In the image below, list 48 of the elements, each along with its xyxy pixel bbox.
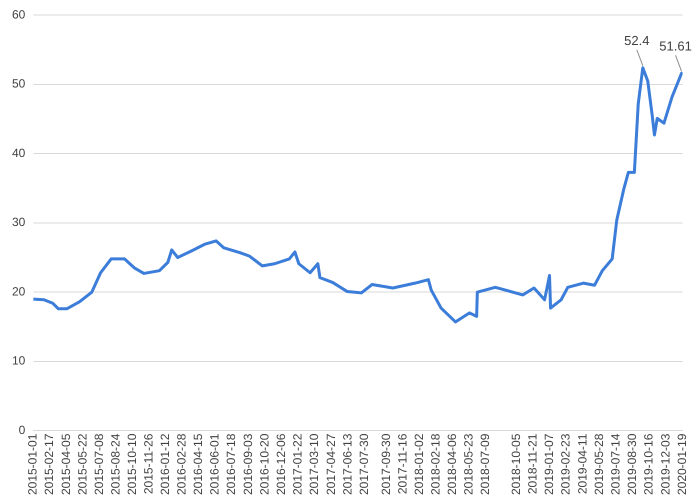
x-tick-label: 2017-07-30 <box>356 433 371 496</box>
x-tick-label: 2016-02-28 <box>174 433 189 496</box>
x-tick-label: 2016-09-03 <box>240 433 255 496</box>
x-tick-label: 2015-08-24 <box>108 433 122 496</box>
x-tick-label: 2020-01-19 <box>674 433 689 496</box>
x-tick-label: 2018-10-05 <box>509 433 524 496</box>
x-tick-label: 2018-02-18 <box>428 433 442 496</box>
annotation: 52.4 <box>624 32 650 48</box>
x-tick-label: 2016-06-01 <box>208 433 222 496</box>
x-tick-label: 2015-10-10 <box>124 433 139 496</box>
y-tick-label: 50 <box>12 76 26 91</box>
x-tick-label: 2018-11-21 <box>526 433 540 494</box>
x-tick-label: 2015-05-22 <box>75 433 90 496</box>
annotation: 51.61 <box>659 38 692 54</box>
x-tick-label: 2019-10-16 <box>641 433 656 496</box>
x-tick-label: 2017-03-10 <box>306 433 321 496</box>
x-tick-label: 2019-01-07 <box>542 433 556 496</box>
x-tick-label: 2017-06-13 <box>340 433 354 496</box>
x-tick-label: 2019-12-03 <box>658 433 672 496</box>
x-tick-label: 2019-04-11 <box>575 433 590 494</box>
x-tick-label: 2017-09-30 <box>378 433 393 496</box>
x-tick-label: 2018-05-23 <box>462 433 476 496</box>
x-tick-label: 2015-02-17 <box>42 433 56 496</box>
x-tick-label: 2017-04-27 <box>324 433 338 496</box>
x-tick-label: 2019-08-30 <box>624 433 639 496</box>
y-tick-label: 0 <box>18 422 26 437</box>
x-tick-label: 2017-01-22 <box>290 433 304 496</box>
x-tick-label: 2015-01-01 <box>26 433 40 496</box>
x-tick-label: 2018-07-09 <box>478 433 492 496</box>
y-tick-label: 10 <box>12 354 26 368</box>
x-tick-label: 2016-04-15 <box>191 433 206 496</box>
x-tick-label: 2016-12-06 <box>274 433 288 496</box>
x-tick-label: 2015-11-26 <box>141 433 156 494</box>
x-tick-label: 2015-07-08 <box>92 433 106 496</box>
x-tick-label: 2016-10-20 <box>257 433 272 496</box>
y-tick-label: 30 <box>12 215 26 230</box>
x-tick-label: 2016-01-12 <box>158 433 172 496</box>
x-tick-label: 2018-04-06 <box>445 433 459 496</box>
x-tick-label: 2019-02-23 <box>558 433 573 496</box>
x-tick-label: 2016-07-18 <box>224 433 238 496</box>
y-tick-label: 40 <box>12 146 26 160</box>
x-tick-label: 2017-11-16 <box>395 433 410 494</box>
x-tick-label: 2018-01-02 <box>412 433 426 496</box>
x-tick-label: 2019-07-14 <box>608 433 622 496</box>
y-tick-label: 20 <box>12 284 26 298</box>
x-tick-label: 2019-05-28 <box>592 433 606 496</box>
x-tick-label: 2015-04-05 <box>58 433 73 496</box>
y-tick-label: 60 <box>12 8 26 22</box>
